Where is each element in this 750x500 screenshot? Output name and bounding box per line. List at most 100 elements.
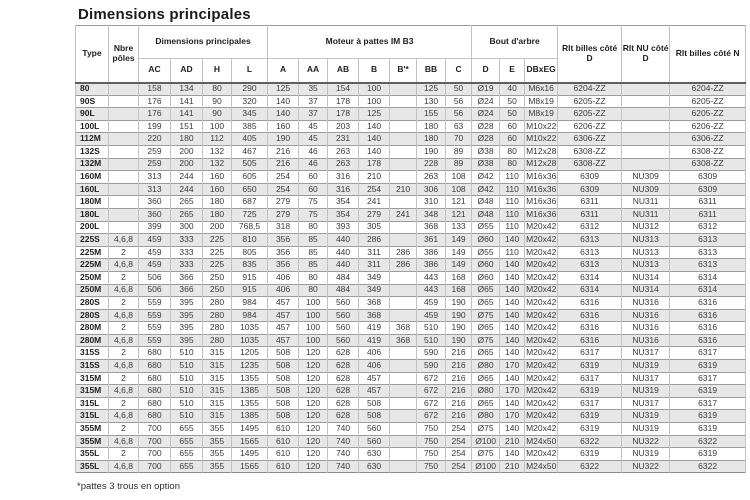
cell: Ø38: [471, 144, 501, 159]
cell: 4,6,8: [108, 283, 139, 297]
cell-type: 315M: [75, 371, 109, 385]
cell: 315: [202, 409, 232, 423]
cell: 484: [327, 283, 360, 297]
cell: 1205: [230, 346, 269, 360]
cell: Ø24: [471, 107, 501, 121]
cell: 263: [327, 157, 360, 171]
cell: 6316: [669, 296, 747, 310]
cell: 313: [138, 182, 171, 196]
cell: 140: [499, 447, 526, 461]
cell: 6319: [669, 384, 747, 398]
cell: M20x42: [524, 258, 559, 272]
cell: 80: [202, 82, 232, 96]
cell: 160: [202, 182, 232, 196]
cell: 4,6,8: [108, 459, 139, 473]
cell: 6313: [557, 258, 623, 272]
table-row: 315M 4,6,8 680 510 315 1385 508 120 628 457 672 216…: [75, 384, 747, 398]
cell: M16x36: [524, 195, 559, 209]
cell: 915: [230, 283, 269, 297]
cell: 199: [138, 119, 171, 133]
table-row: 200L 399 300 200 768,5 318 80 393 305 368 133 Ø55 11…: [75, 220, 747, 234]
cell-type: 280M: [75, 333, 109, 347]
cell: 132: [202, 144, 232, 159]
col-header-nbre-p-les: Nbre pôles: [108, 25, 139, 84]
cell: 4,6,8: [108, 308, 139, 322]
cell: 244: [170, 182, 203, 196]
cell: 355: [202, 459, 232, 473]
cell: 6317: [669, 346, 747, 360]
cell: M20x42: [524, 422, 559, 436]
cell: 6317: [557, 371, 623, 385]
cell: 90: [202, 107, 232, 121]
cell: 1565: [230, 459, 269, 473]
cell: 225: [202, 233, 232, 247]
cell: 6311: [669, 195, 747, 209]
cell: Ø80: [471, 384, 501, 398]
cell: 280: [202, 296, 232, 310]
cell-type: 225S: [75, 233, 109, 247]
cell: M20x42: [524, 296, 559, 310]
cell: 510: [170, 384, 203, 398]
cell: M20x42: [524, 346, 559, 360]
cell: 160: [267, 119, 300, 133]
cell: 4,6,8: [108, 258, 139, 272]
cell-type: 280S: [75, 308, 109, 322]
cell: 393: [327, 220, 360, 234]
cell: 75: [298, 195, 329, 209]
cell: 680: [138, 371, 171, 385]
col-header-rlt-nu-c-t-d: Rlt NU côté D: [621, 25, 671, 84]
cell: 6312: [669, 220, 747, 234]
cell: 6313: [557, 233, 623, 247]
cell: 559: [138, 296, 171, 310]
cell: 250: [202, 270, 232, 284]
cell: 168: [445, 270, 473, 284]
cell: 355: [202, 434, 232, 448]
cell: 254: [445, 447, 473, 461]
cell: 740: [327, 447, 360, 461]
col-header-dbxeg: DBxEG: [524, 58, 559, 84]
cell: [389, 396, 418, 410]
cell: 750: [416, 434, 447, 448]
cell: 286: [389, 245, 418, 259]
cell: 368: [358, 308, 391, 322]
cell: 140: [499, 396, 526, 410]
cell: 559: [138, 308, 171, 322]
cell: 168: [445, 283, 473, 297]
cell: 120: [298, 371, 329, 385]
cell: 1385: [230, 384, 269, 398]
cell: [389, 132, 418, 146]
cell: 605: [230, 170, 269, 184]
cell: 405: [230, 132, 269, 146]
cell: 310: [416, 195, 447, 209]
col-header-ac: AC: [138, 58, 171, 84]
cell: [621, 157, 671, 171]
cell: 6205-ZZ: [557, 94, 623, 108]
cell: 170: [499, 384, 526, 398]
cell-type: 90L: [75, 107, 109, 121]
cell: 60: [298, 170, 329, 184]
cell: [389, 384, 418, 398]
cell: 85: [298, 233, 329, 247]
cell: 6319: [669, 359, 747, 373]
cell: 672: [416, 409, 447, 423]
cell: 6308-ZZ: [669, 157, 747, 171]
cell: 180: [202, 195, 232, 209]
cell: 90: [202, 94, 232, 108]
cell: 180: [202, 207, 232, 222]
cell: 560: [327, 308, 360, 322]
page-title: Dimensions principales: [78, 6, 251, 23]
cell: 45: [298, 132, 329, 146]
table-row: 132S 259 200 132 467 216 46 263 140 190 89 Ø38 80 M12…: [75, 144, 747, 159]
cell: M10x22: [524, 119, 559, 133]
cell: 2: [108, 245, 139, 259]
cell: 130: [416, 94, 447, 108]
cell: 506: [138, 270, 171, 284]
cell: 443: [416, 283, 447, 297]
cell: 110: [499, 195, 526, 209]
cell: NU317: [621, 346, 671, 360]
table-row: 280S 2 559 395 280 984 457 100 560 368 459 190 Ø65 14…: [75, 296, 747, 310]
cell: 100: [358, 94, 391, 108]
cell: 457: [267, 308, 300, 322]
cell: 984: [230, 296, 269, 310]
footnote: *pattes 3 trous en option: [77, 481, 180, 492]
